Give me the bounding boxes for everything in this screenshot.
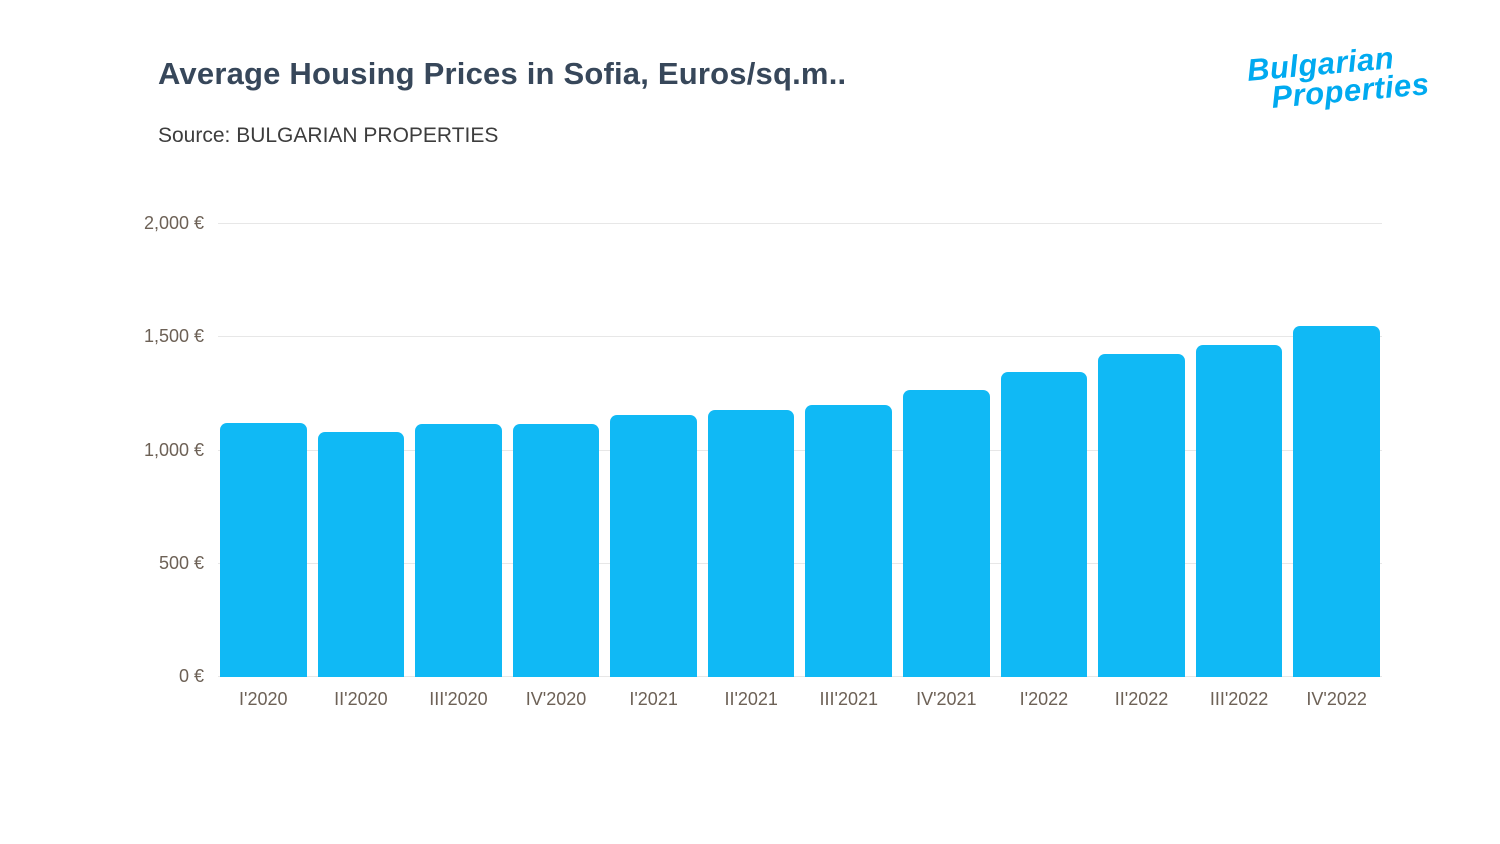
x-tick-label: II'2020: [334, 689, 388, 709]
bulgarian-properties-logo: Bulgarian Properties: [1245, 40, 1430, 115]
bar-column: [1000, 224, 1088, 677]
bar: [1293, 325, 1380, 677]
bar: [220, 423, 307, 677]
gridline: [218, 676, 1382, 677]
bar: [512, 423, 600, 677]
bar-column: [707, 224, 795, 677]
y-tick-label: 1,000 €: [143, 439, 204, 460]
x-axis: I'2020 II'2020 III'2020 IV'2020 I'2021 II'202…: [220, 689, 1380, 710]
y-tick-label: 0 €: [178, 666, 204, 686]
bar: [610, 415, 697, 677]
chart-title: Average Housing Prices in Sofia, Euros/s…: [158, 56, 847, 91]
y-tick-label: 1,500 €: [143, 326, 204, 347]
gridline: [218, 336, 1382, 338]
bar-column: [220, 224, 307, 677]
chart-source: Source: BULGARIAN PROPERTIES: [158, 124, 499, 147]
bar: [415, 424, 502, 677]
x-tick-label: II'2022: [1114, 689, 1169, 709]
gridline: [218, 449, 1382, 451]
bar: [1098, 354, 1185, 677]
x-tick-label: III'2022: [1209, 689, 1269, 709]
bar-chart: 0 € 500 € 1,000 € 1,500 € 2,000 € I'2020 II'2…: [110, 213, 1382, 709]
bar: [1000, 372, 1088, 677]
x-tick-label: IV'2022: [1306, 689, 1367, 709]
x-tick-label: II'2021: [724, 689, 778, 709]
bar: [805, 405, 893, 677]
bar-column: [805, 224, 893, 677]
bar-column: [512, 224, 600, 677]
plot-area: I'2020 II'2020 III'2020 IV'2020 I'2021 II'202…: [218, 223, 1382, 709]
bar-column: [610, 224, 697, 677]
bar-column: [1098, 224, 1185, 677]
gridline: [218, 223, 1382, 224]
gridline: [218, 562, 1382, 564]
y-tick-label: 2,000 €: [143, 213, 204, 233]
x-tick-label: I'2021: [629, 689, 678, 709]
bar-column: [317, 224, 405, 677]
x-tick-label: III'2021: [819, 689, 878, 709]
bar-column: [415, 224, 502, 677]
bar: [707, 409, 795, 677]
bar-column: [1195, 224, 1283, 677]
x-tick-label: I'2020: [239, 689, 288, 709]
bar: [317, 432, 405, 677]
x-tick-label: IV'2020: [525, 689, 587, 709]
x-tick-label: I'2022: [1019, 689, 1069, 709]
x-tick-label: III'2020: [429, 689, 488, 709]
y-axis: 0 € 500 € 1,000 € 1,500 € 2,000 €: [110, 213, 218, 686]
x-tick-label: IV'2021: [916, 689, 977, 709]
bars: [220, 224, 1380, 677]
bar: [1195, 345, 1283, 677]
bar-column: [1293, 224, 1380, 677]
bar: [903, 390, 990, 677]
bar-column: [903, 224, 990, 677]
y-tick-label: 500 €: [158, 552, 204, 573]
